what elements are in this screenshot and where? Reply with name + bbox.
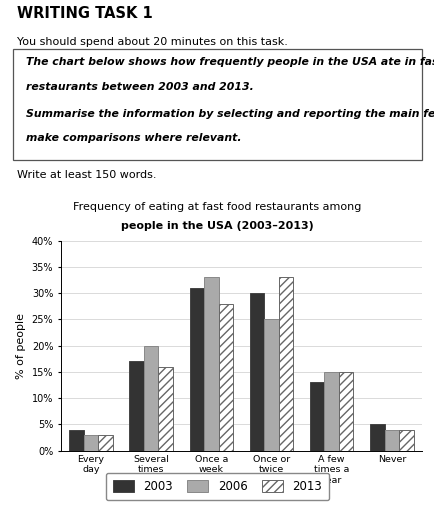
Bar: [324, 372, 338, 451]
Bar: [278, 278, 293, 451]
Bar: [98, 435, 112, 451]
Bar: [144, 346, 158, 451]
Text: Frequency of eating at fast food restaurants among: Frequency of eating at fast food restaur…: [73, 202, 361, 211]
Text: restaurants between 2003 and 2013.: restaurants between 2003 and 2013.: [26, 82, 253, 92]
Legend: 2003, 2006, 2013: 2003, 2006, 2013: [105, 473, 329, 500]
Text: make comparisons where relevant.: make comparisons where relevant.: [26, 133, 241, 143]
Bar: [249, 293, 264, 451]
Bar: [218, 304, 233, 451]
Bar: [84, 435, 98, 451]
Bar: [338, 372, 352, 451]
Bar: [264, 319, 278, 451]
Bar: [69, 430, 84, 451]
Bar: [204, 278, 218, 451]
Text: The chart below shows how frequently people in the USA ate in fast food: The chart below shows how frequently peo…: [26, 57, 434, 68]
Text: people in the USA (2003–2013): people in the USA (2003–2013): [121, 221, 313, 231]
Bar: [309, 382, 324, 451]
Text: Write at least 150 words.: Write at least 150 words.: [17, 170, 157, 180]
Y-axis label: % of people: % of people: [16, 313, 26, 378]
Text: WRITING TASK 1: WRITING TASK 1: [17, 6, 153, 21]
Bar: [13, 49, 421, 160]
Bar: [189, 288, 204, 451]
Bar: [158, 367, 172, 451]
Text: Summarise the information by selecting and reporting the main features, and: Summarise the information by selecting a…: [26, 109, 434, 119]
Text: You should spend about 20 minutes on this task.: You should spend about 20 minutes on thi…: [17, 37, 288, 47]
Bar: [129, 361, 144, 451]
Bar: [369, 424, 384, 451]
Bar: [398, 430, 413, 451]
Bar: [384, 430, 398, 451]
